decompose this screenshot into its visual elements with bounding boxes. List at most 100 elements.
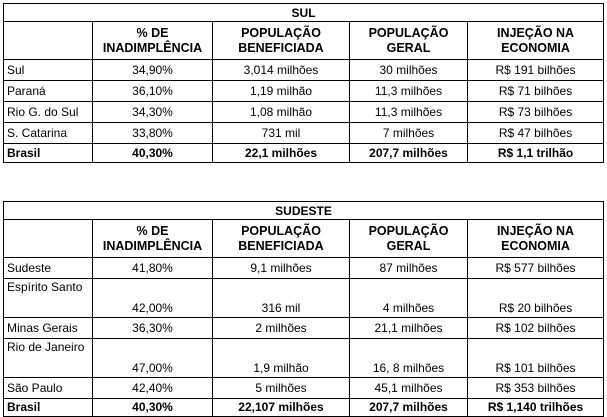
total-name: Brasil [3,398,93,417]
header-line: INJEÇÃO NA [496,25,575,40]
row-name: Minas Gerais [3,317,93,339]
row-geral: 16, 8 milhões [349,338,468,378]
row-injecao: R$ 102 bilhões [466,317,605,339]
sudeste-title-row: SUDESTE [2,201,605,220]
header-line: INADIMPLÊNCIA [102,40,203,55]
header-empty [3,219,93,258]
row-beneficiada: 3,014 milhões [212,59,350,81]
total-injecao: R$ 1,1 trilhão [466,143,605,163]
row-name: Sul [3,59,93,81]
table-row: Rio de Janeiro 47,00% 1,9 milhão 16, 8 m… [3,338,605,378]
table-row: Paraná 36,10% 1,19 milhão 11,3 milhões R… [3,80,605,102]
header-geral: POPULAÇÃO GERAL [349,219,468,258]
table-row: São Paulo 42,40% 5 milhões 45,1 milhões … [3,377,605,399]
row-inadimplencia: 33,80% [92,122,213,144]
total-beneficiada: 22,1 milhões [212,143,350,163]
total-row: Brasil 40,30% 22,107 milhões 207,7 milhõ… [3,398,605,417]
row-beneficiada: 1,08 milhão [212,101,350,123]
row-geral: 11,3 milhões [349,80,468,102]
row-inadimplencia: 42,00% [92,278,213,318]
total-geral: 207,7 milhões [349,398,468,417]
row-injecao: R$ 20 bilhões [466,278,605,318]
sul-title-row: SUL [2,3,605,22]
header-line: BENEFICIADA [238,238,324,253]
total-geral: 207,7 milhões [349,143,468,163]
sul-title: SUL [2,3,605,22]
header-line: ECONOMIA [501,238,570,253]
header-line: POPULAÇÃO [241,25,321,40]
row-injecao: R$ 353 bilhões [466,377,605,399]
header-line: POPULAÇÃO [368,25,449,40]
header-beneficiada: POPULAÇÃO BENEFICIADA [212,21,350,60]
row-injecao: R$ 47 bilhões [466,122,605,144]
row-beneficiada: 1,9 milhão [212,338,350,378]
total-row: Brasil 40,30% 22,1 milhões 207,7 milhões… [3,143,605,163]
row-geral: 45,1 milhões [349,377,468,399]
header-line: POPULAÇÃO [241,223,321,238]
table-row: Rio G. do Sul 34,30% 1,08 milhão 11,3 mi… [3,101,605,123]
sul-header-row: % DE INADIMPLÊNCIA POPULAÇÃO BENEFICIADA P… [3,21,605,60]
header-line: % DE [136,25,169,40]
row-inadimplencia: 42,40% [92,377,213,399]
row-geral: 11,3 milhões [349,101,468,123]
table-row: S. Catarina 33,80% 731 mil 7 milhões R$ … [3,122,605,144]
row-inadimplencia: 34,30% [92,101,213,123]
sudeste-table: SUDESTE % DE INADIMPLÊNCIA POPULAÇÃO BENEF… [2,201,605,417]
total-name: Brasil [3,143,93,163]
row-geral: 21,1 milhões [349,317,468,339]
row-geral: 30 milhões [349,59,468,81]
header-geral: POPULAÇÃO GERAL [349,21,468,60]
row-inadimplencia: 47,00% [92,338,213,378]
row-injecao: R$ 73 bilhões [466,101,605,123]
row-beneficiada: 9,1 milhões [212,257,350,279]
row-inadimplencia: 36,30% [92,317,213,339]
total-inadimplencia: 40,30% [92,143,213,163]
row-inadimplencia: 41,80% [92,257,213,279]
row-beneficiada: 5 milhões [212,377,350,399]
header-line: INJEÇÃO NA [496,223,575,238]
header-line: GERAL [386,238,431,253]
header-empty [3,21,93,60]
header-beneficiada: POPULAÇÃO BENEFICIADA [212,219,350,258]
header-injecao: INJEÇÃO NA ECONOMIA [466,219,605,258]
row-beneficiada: 1,19 milhão [212,80,350,102]
row-injecao: R$ 71 bilhões [466,80,605,102]
sul-table: SUL % DE INADIMPLÊNCIA POPULAÇÃO BENEFICIA… [2,3,605,163]
table-row: Sudeste 41,80% 9,1 milhões 87 milhões R$… [3,257,605,279]
row-name: Rio de Janeiro [3,338,93,378]
header-line: POPULAÇÃO [368,223,449,238]
total-inadimplencia: 40,30% [92,398,213,417]
header-line: % DE [136,223,169,238]
row-beneficiada: 316 mil [212,278,350,318]
row-injecao: R$ 191 bilhões [466,59,605,81]
row-name: Paraná [3,80,93,102]
total-beneficiada: 22,107 milhões [212,398,350,417]
row-injecao: R$ 577 bilhões [466,257,605,279]
header-line: INADIMPLÊNCIA [102,238,203,253]
row-geral: 4 milhões [349,278,468,318]
row-name: Rio G. do Sul [3,101,93,123]
row-geral: 87 milhões [349,257,468,279]
table-row: Minas Gerais 36,30% 2 milhões 21,1 milhõ… [3,317,605,339]
header-line: ECONOMIA [501,40,570,55]
row-name: Espírito Santo [3,278,93,318]
header-injecao: INJEÇÃO NA ECONOMIA [466,21,605,60]
table-row: Espírito Santo 42,00% 316 mil 4 milhões … [3,278,605,318]
row-inadimplencia: 34,90% [92,59,213,81]
header-line: GERAL [386,40,431,55]
row-name: São Paulo [3,377,93,399]
total-injecao: R$ 1,140 trilhões [466,398,605,417]
row-name: S. Catarina [3,122,93,144]
row-geral: 7 milhões [349,122,468,144]
row-inadimplencia: 36,10% [92,80,213,102]
row-beneficiada: 731 mil [212,122,350,144]
table-row: Sul 34,90% 3,014 milhões 30 milhões R$ 1… [3,59,605,81]
header-inadimplencia: % DE INADIMPLÊNCIA [92,219,213,258]
header-inadimplencia: % DE INADIMPLÊNCIA [92,21,213,60]
row-beneficiada: 2 milhões [212,317,350,339]
row-injecao: R$ 101 bilhões [466,338,605,378]
sudeste-title: SUDESTE [2,201,605,220]
sudeste-header-row: % DE INADIMPLÊNCIA POPULAÇÃO BENEFICIADA P… [3,219,605,258]
row-name: Sudeste [3,257,93,279]
header-line: BENEFICIADA [238,40,324,55]
